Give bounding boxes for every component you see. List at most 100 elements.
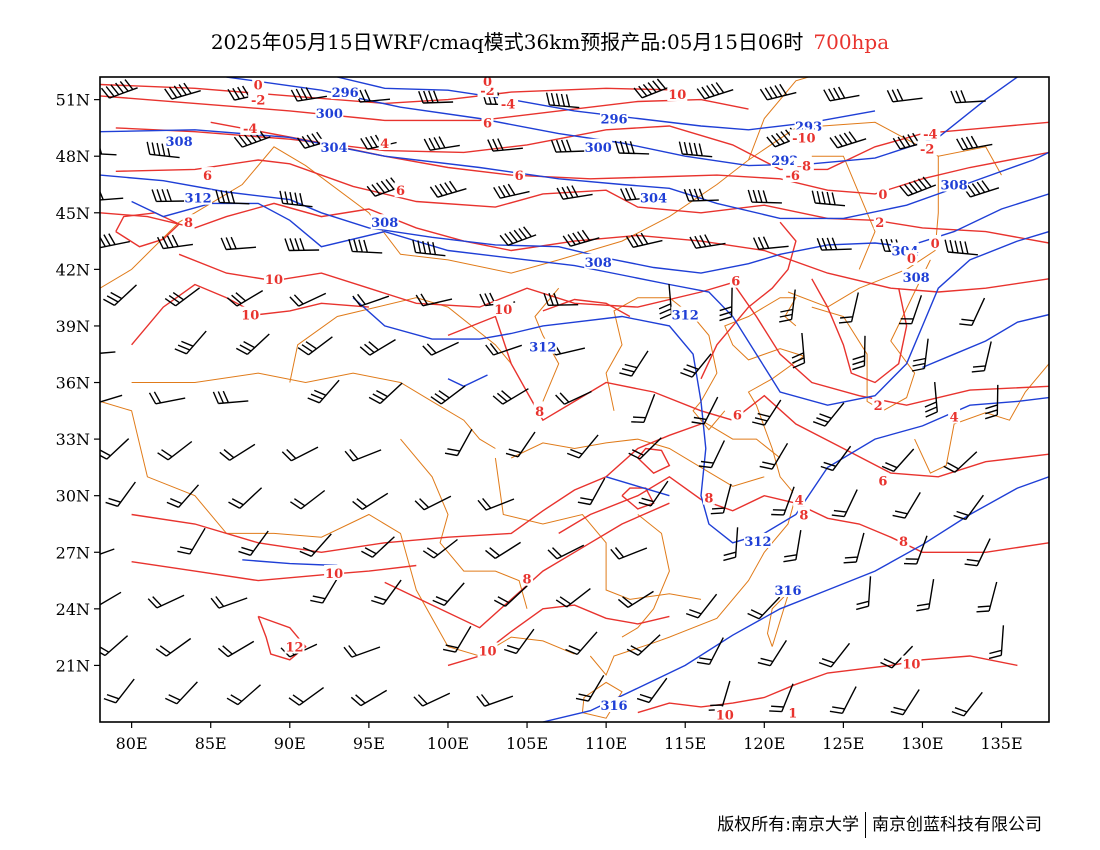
temperature-contour-label-bg — [797, 506, 810, 522]
temperature-contour-label-bg — [872, 397, 885, 413]
boundary-line — [534, 287, 560, 402]
height-contour-label-bg — [794, 118, 823, 134]
wind-barb — [366, 177, 404, 197]
height-contour-label-bg — [184, 189, 213, 205]
wind-barb — [971, 341, 992, 373]
height-contour — [605, 476, 670, 497]
wind-barb — [565, 631, 598, 656]
wind-barb — [493, 183, 530, 199]
temperature-contour — [131, 283, 369, 346]
wind-barb — [757, 640, 787, 667]
wind-barb — [856, 576, 872, 611]
wind-barb — [235, 333, 270, 356]
temperature-contour — [115, 212, 181, 248]
height-contour-label-bg — [584, 253, 613, 269]
temperature-contour-label-bg — [873, 214, 886, 230]
wind-barb — [103, 284, 137, 307]
temperature-contour — [811, 278, 908, 384]
wind-barb — [100, 79, 138, 99]
temperature-contour-label-bg — [498, 95, 519, 111]
lon-tick-label: 120E — [743, 734, 785, 753]
wind-barb — [217, 640, 255, 658]
wind-barb — [550, 139, 587, 153]
wind-barb — [413, 692, 451, 707]
temperature-contour-label-bg — [714, 706, 735, 722]
lat-tick-label: 36N — [56, 374, 90, 393]
temperature-contour-label: 8 — [799, 509, 808, 524]
title-main: 2025年05月15日WRF/cmaq模式36km预报产品:05月15日06时 — [210, 30, 804, 54]
wind-barb — [683, 188, 719, 202]
height-contour-label-bg — [639, 189, 668, 205]
temperature-contour-label-bg — [667, 85, 688, 101]
wind-barb — [477, 497, 515, 511]
temperature-contour-label: -4 — [243, 122, 257, 137]
temperature-contour-label: 10 — [902, 658, 920, 673]
lat-tick-label: 21N — [56, 656, 90, 675]
wind-barb — [442, 625, 472, 653]
lat-tick-label: 33N — [56, 430, 90, 449]
temperature-contour-label: 0 — [931, 237, 940, 252]
wind-barb — [100, 394, 123, 403]
chart-title: 2025年05月15日WRF/cmaq模式36km预报产品:05月15日06时 7… — [0, 26, 1100, 55]
temperature-contour — [131, 561, 417, 582]
temperature-contour — [621, 487, 655, 510]
lon-tick-label: 115E — [664, 734, 706, 753]
wind-barb — [779, 289, 796, 323]
wind-barb — [220, 236, 257, 251]
wind-barb — [950, 90, 986, 104]
wind-barb — [816, 237, 852, 251]
lon-tick-label: 110E — [585, 734, 627, 753]
wind-barb — [432, 582, 465, 607]
temperature-contour-label-bg — [284, 638, 305, 654]
wind-barb — [290, 87, 328, 102]
wind-barb — [157, 440, 193, 461]
wind-barb — [689, 234, 726, 249]
wind-barb — [766, 127, 804, 148]
height-contour-label: 308 — [941, 179, 968, 194]
wind-barb — [368, 382, 403, 405]
wind-barb — [543, 292, 579, 306]
temperature-contour-label-bg — [394, 182, 407, 198]
wind-barb — [680, 353, 712, 378]
wind-barb — [165, 681, 198, 705]
wind-barb — [956, 135, 993, 151]
wind-barb — [771, 486, 795, 516]
height-contour-label-bg — [165, 133, 194, 149]
wind-barb — [783, 529, 802, 563]
temperature-contour-label: 10 — [668, 88, 686, 103]
wind-barb — [886, 88, 923, 103]
wind-barb — [492, 388, 529, 405]
height-contour-label: 308 — [903, 271, 930, 286]
wind-barb — [418, 90, 454, 104]
wind-barb — [769, 683, 794, 713]
height-contour-label: 312 — [672, 309, 699, 324]
wind-barb — [829, 131, 867, 149]
wind-barb — [881, 448, 915, 473]
temperature-contour — [257, 615, 307, 661]
wind-barb — [505, 431, 536, 458]
wind-barb — [820, 445, 852, 472]
wind-barb — [177, 527, 206, 555]
boundary-line — [289, 297, 512, 383]
height-contour-label: 308 — [166, 135, 193, 150]
lon-tick-label: 100E — [427, 734, 469, 753]
temperature-contour-label: 10 — [265, 273, 283, 288]
temperature-contour — [131, 423, 702, 554]
wind-barb — [811, 190, 846, 207]
temperature-contour-label: 10 — [241, 309, 259, 324]
height-contour — [542, 476, 1049, 722]
height-contour-label-bg — [315, 104, 344, 120]
boundary-line — [700, 419, 781, 459]
wind-barb — [487, 138, 523, 152]
wind-barb — [747, 596, 781, 620]
wind-barb — [350, 689, 388, 707]
lat-tick-label: 48N — [56, 147, 90, 166]
temperature-contour-label-bg — [182, 214, 195, 230]
wind-barb — [307, 379, 340, 404]
wind-barb — [631, 394, 656, 423]
wind-barb — [953, 494, 984, 521]
temperature-contour-label-bg — [702, 489, 715, 505]
height-contour-label: 316 — [774, 584, 801, 599]
wind-barb — [899, 176, 937, 197]
temperature-contour-label-bg — [263, 270, 284, 286]
